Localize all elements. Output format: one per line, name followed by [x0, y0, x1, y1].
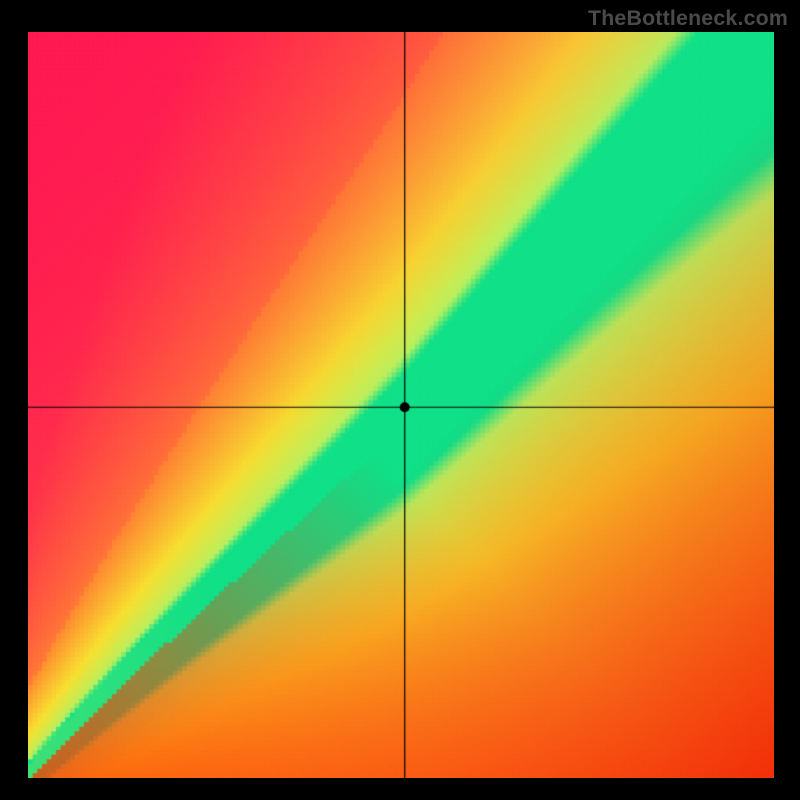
watermark-text: TheBottleneck.com [588, 6, 788, 31]
bottleneck-heatmap [28, 32, 774, 778]
